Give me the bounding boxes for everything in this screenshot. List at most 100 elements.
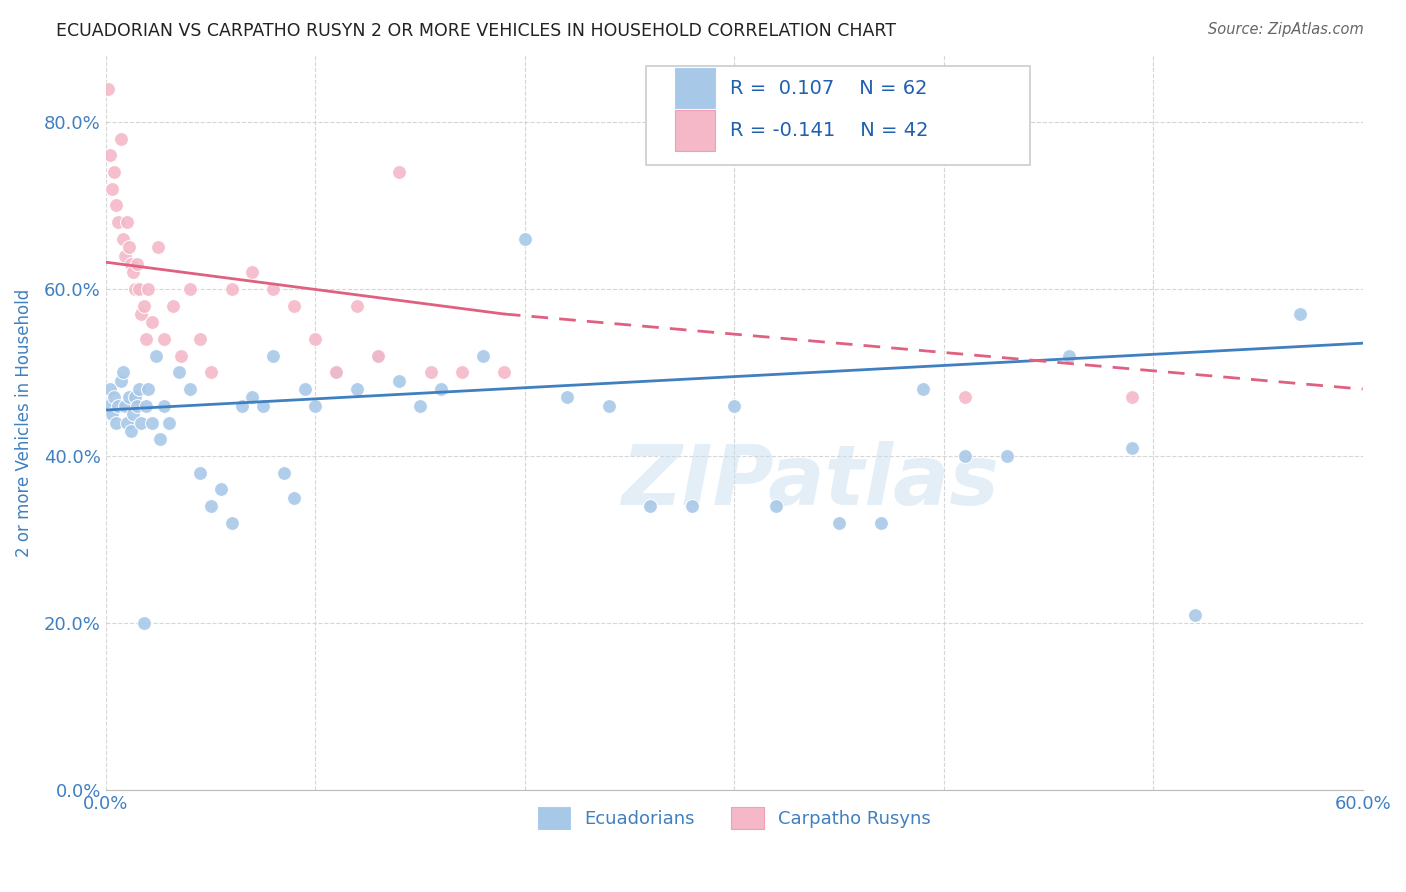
Text: ECUADORIAN VS CARPATHO RUSYN 2 OR MORE VEHICLES IN HOUSEHOLD CORRELATION CHART: ECUADORIAN VS CARPATHO RUSYN 2 OR MORE V… <box>56 22 896 40</box>
Point <box>114 399 136 413</box>
Point <box>1184 607 1206 622</box>
Point <box>419 366 441 380</box>
Point <box>131 416 153 430</box>
Point <box>135 399 157 413</box>
Point <box>128 282 150 296</box>
Point <box>157 416 180 430</box>
Y-axis label: 2 or more Vehicles in Household: 2 or more Vehicles in Household <box>15 288 32 557</box>
Point <box>136 382 159 396</box>
Point <box>167 366 190 380</box>
Point <box>105 198 128 212</box>
Point <box>388 374 411 388</box>
Text: R = -0.141    N = 42: R = -0.141 N = 42 <box>731 121 929 140</box>
Point <box>262 282 284 296</box>
Point <box>97 399 120 413</box>
Text: ZIPatlas: ZIPatlas <box>620 441 998 522</box>
FancyBboxPatch shape <box>647 66 1029 165</box>
Point <box>105 416 128 430</box>
Point <box>141 315 163 329</box>
Legend: Ecuadorians, Carpatho Rusyns: Ecuadorians, Carpatho Rusyns <box>530 799 938 836</box>
Text: R =  0.107    N = 62: R = 0.107 N = 62 <box>731 78 928 98</box>
Point <box>145 349 167 363</box>
Point <box>132 615 155 630</box>
Point <box>430 382 453 396</box>
Point <box>451 366 474 380</box>
Point <box>114 248 136 262</box>
Point <box>120 424 142 438</box>
Point <box>325 366 347 380</box>
Point <box>128 382 150 396</box>
Point <box>304 399 326 413</box>
Point <box>127 257 149 271</box>
Point <box>231 399 253 413</box>
Point <box>149 432 172 446</box>
Point <box>136 282 159 296</box>
FancyBboxPatch shape <box>675 111 716 151</box>
Point <box>555 391 578 405</box>
Point <box>120 257 142 271</box>
Point <box>188 332 211 346</box>
Point <box>953 391 976 405</box>
Point <box>131 307 153 321</box>
Point <box>640 499 662 513</box>
Point <box>513 232 536 246</box>
Point <box>115 416 138 430</box>
Point <box>1121 391 1143 405</box>
Point <box>118 391 141 405</box>
Point <box>135 332 157 346</box>
Point <box>388 165 411 179</box>
Point <box>953 449 976 463</box>
Point <box>471 349 494 363</box>
Point <box>242 391 264 405</box>
Point <box>598 399 620 413</box>
Point <box>115 215 138 229</box>
Point <box>103 391 125 405</box>
Point <box>170 349 193 363</box>
Point <box>127 399 149 413</box>
Point <box>101 182 124 196</box>
Point <box>995 449 1018 463</box>
Point <box>221 516 243 530</box>
Point <box>122 265 145 279</box>
Point <box>124 282 146 296</box>
Point <box>283 491 305 505</box>
Point <box>242 265 264 279</box>
Text: Source: ZipAtlas.com: Source: ZipAtlas.com <box>1208 22 1364 37</box>
Point <box>110 374 132 388</box>
Point <box>200 366 222 380</box>
Point <box>98 148 121 162</box>
Point <box>148 240 170 254</box>
Point <box>273 466 295 480</box>
Point <box>765 499 787 513</box>
Point <box>98 382 121 396</box>
Point <box>124 391 146 405</box>
Point <box>1288 307 1310 321</box>
Point <box>367 349 389 363</box>
Point <box>141 416 163 430</box>
Point <box>111 366 134 380</box>
Point <box>723 399 745 413</box>
Point <box>409 399 432 413</box>
Point <box>122 407 145 421</box>
Point <box>200 499 222 513</box>
Point <box>1121 441 1143 455</box>
Point <box>870 516 893 530</box>
Point <box>153 332 176 346</box>
Point <box>179 382 201 396</box>
Point <box>153 399 176 413</box>
Point <box>101 407 124 421</box>
Point <box>346 299 368 313</box>
Point <box>304 332 326 346</box>
Point <box>103 165 125 179</box>
Point <box>681 499 703 513</box>
Point <box>107 215 129 229</box>
Point <box>97 81 120 95</box>
Point <box>110 131 132 145</box>
Point <box>911 382 934 396</box>
Point <box>367 349 389 363</box>
Point <box>346 382 368 396</box>
Point <box>111 232 134 246</box>
Point <box>294 382 316 396</box>
Point <box>252 399 274 413</box>
Point <box>1059 349 1081 363</box>
